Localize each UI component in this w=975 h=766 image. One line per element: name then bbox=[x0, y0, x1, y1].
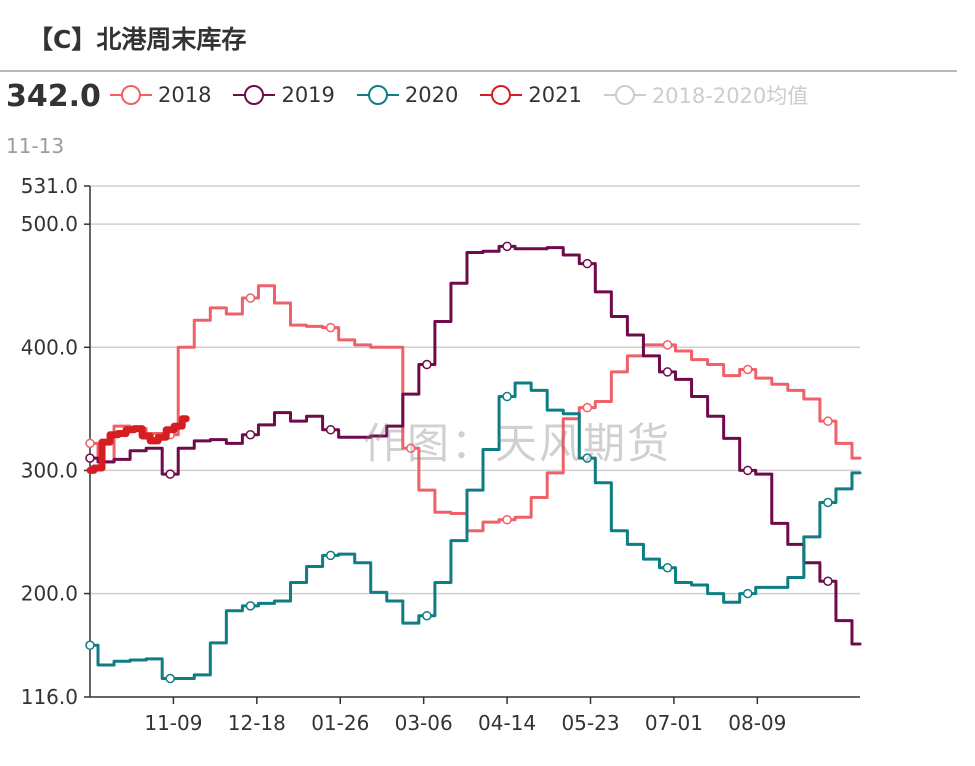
data-point-2020 bbox=[245, 601, 256, 611]
legend-marker-icon bbox=[480, 85, 523, 105]
data-point-2020 bbox=[582, 453, 593, 463]
data-point-2019 bbox=[502, 241, 512, 252]
legend-item-2018[interactable]: 2018 bbox=[110, 83, 211, 107]
data-point-2019 bbox=[85, 453, 95, 463]
data-point-2018 bbox=[245, 293, 256, 303]
legend-label: 2018-2020均值 bbox=[651, 84, 809, 108]
data-point-2019 bbox=[422, 359, 432, 370]
data-point-2020 bbox=[742, 588, 753, 599]
y-tick-label: 200.0 bbox=[21, 582, 78, 606]
data-point-2020 bbox=[422, 610, 432, 621]
data-point-2018 bbox=[823, 416, 833, 426]
legend-marker-icon bbox=[110, 85, 152, 105]
x-tick-label: 05-23 bbox=[561, 711, 619, 735]
data-point-2020 bbox=[165, 673, 175, 684]
y-tick-label: 116.0 bbox=[21, 685, 78, 709]
data-point-2018 bbox=[325, 322, 336, 333]
current-date: 11-13 bbox=[6, 134, 65, 158]
y-tick-label: 300.0 bbox=[21, 458, 78, 482]
series-line-2019 bbox=[88, 244, 862, 646]
x-tick-label: 12-18 bbox=[228, 711, 286, 735]
current-value: 342.0 bbox=[6, 79, 101, 114]
x-tick-label: 08-09 bbox=[728, 711, 786, 735]
y-tick-label: 531.0 bbox=[21, 174, 78, 198]
data-point-2020 bbox=[823, 497, 833, 508]
x-tick-label: 04-14 bbox=[478, 711, 536, 735]
legend-marker-icon bbox=[356, 85, 399, 105]
legend-label: 2018 bbox=[158, 83, 212, 107]
data-point-2019 bbox=[165, 469, 175, 479]
legend-item-2021[interactable]: 2021 bbox=[480, 83, 582, 107]
data-point-2019 bbox=[245, 429, 256, 440]
legend-item-2018-2020均值[interactable]: 2018-2020均值 bbox=[603, 80, 809, 110]
y-tick-label: 400.0 bbox=[21, 335, 78, 359]
data-point-2018 bbox=[406, 443, 416, 454]
legend-marker-icon bbox=[603, 85, 646, 105]
data-point-2019 bbox=[823, 576, 833, 587]
legend-item-2019[interactable]: 2019 bbox=[233, 83, 335, 107]
legend-label: 2020 bbox=[404, 83, 459, 107]
legend-label: 2021 bbox=[528, 83, 582, 107]
data-point-2019 bbox=[325, 425, 336, 435]
data-point-2019 bbox=[742, 465, 753, 476]
series-line-2020 bbox=[88, 381, 862, 681]
y-tick-label: 500.0 bbox=[21, 212, 78, 236]
data-point-2019 bbox=[582, 258, 593, 269]
title-divider bbox=[0, 70, 957, 72]
legend-label: 2019 bbox=[281, 83, 335, 107]
legend-marker-icon bbox=[233, 85, 276, 105]
data-point-2020 bbox=[662, 562, 673, 573]
chart-title: 【C】北港周末库存 bbox=[28, 25, 247, 54]
data-point-2018 bbox=[582, 402, 593, 413]
x-tick-label: 03-06 bbox=[395, 711, 453, 735]
data-point-2020 bbox=[85, 640, 95, 651]
data-point-2018 bbox=[502, 514, 512, 525]
series-line-2021 bbox=[86, 415, 190, 474]
x-tick-label: 01-26 bbox=[311, 711, 369, 735]
data-point-2018 bbox=[662, 340, 673, 350]
series-line-2018 bbox=[88, 284, 862, 533]
x-tick-label: 11-09 bbox=[144, 711, 202, 735]
legend: 2018 2019 2020 2021 2018-2020均值 bbox=[110, 79, 830, 111]
data-point-2020 bbox=[502, 391, 512, 402]
data-point-2018 bbox=[85, 438, 95, 449]
data-point-2020 bbox=[325, 550, 336, 561]
data-point-2019 bbox=[662, 367, 673, 377]
legend-item-2020[interactable]: 2020 bbox=[356, 83, 459, 107]
x-tick-label: 07-01 bbox=[645, 711, 703, 735]
data-point-2018 bbox=[742, 364, 753, 375]
watermark: 作图：天风期货 bbox=[363, 419, 672, 468]
